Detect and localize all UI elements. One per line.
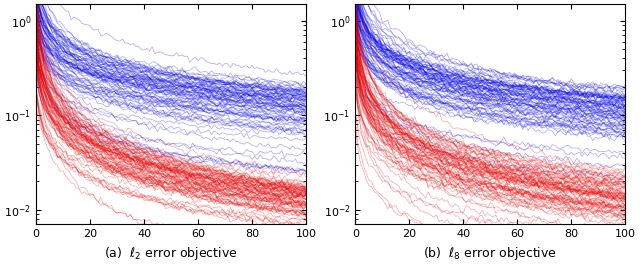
X-axis label: (a)  $\ell_2$ error objective: (a) $\ell_2$ error objective <box>104 245 238 262</box>
X-axis label: (b)  $\ell_8$ error objective: (b) $\ell_8$ error objective <box>424 245 557 262</box>
